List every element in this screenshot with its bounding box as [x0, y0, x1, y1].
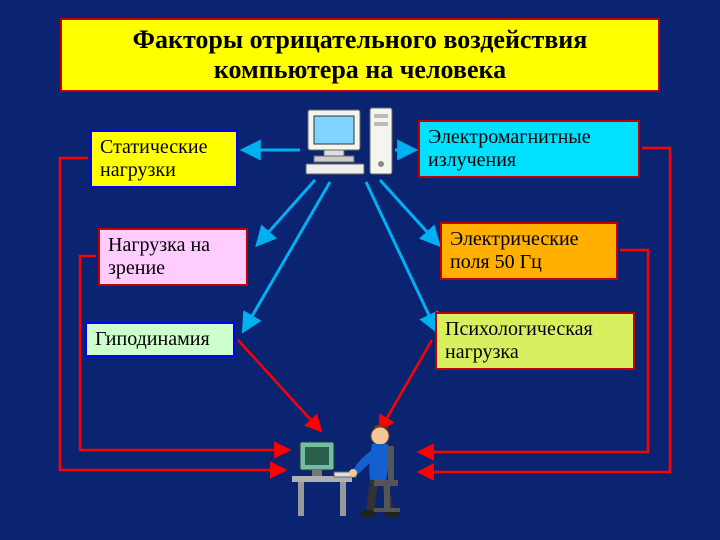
computer-icon [300, 106, 400, 178]
factor-box-hypo: Гиподинамия [85, 322, 235, 357]
factor-box-vision: Нагрузка на зрение [98, 228, 248, 286]
factor-box-emag: Электромагнитные излучения [418, 120, 640, 178]
factor-box-efield: Электрические поля 50 Гц [440, 222, 618, 280]
factor-box-psych: Психологическая нагрузка [435, 312, 635, 370]
factor-box-static: Статические нагрузки [90, 130, 238, 188]
title-box: Факторы отрицательного воздействия компь… [60, 18, 660, 92]
person-at-computer-icon [288, 416, 418, 522]
diagram-canvas: Факторы отрицательного воздействия компь… [0, 0, 720, 540]
